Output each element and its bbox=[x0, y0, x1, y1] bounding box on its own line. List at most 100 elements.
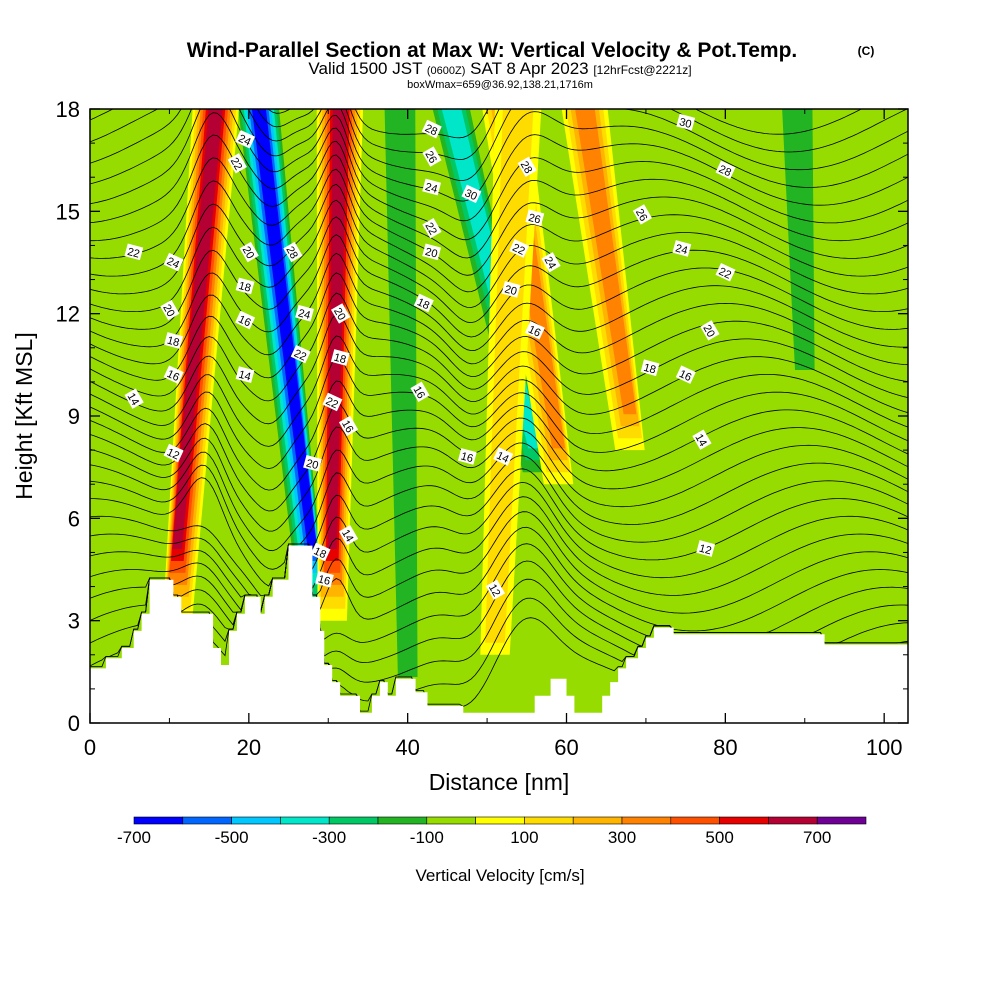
contour-label-box bbox=[422, 217, 442, 239]
colorbar-swatch bbox=[670, 816, 720, 825]
potential-temperature-contour bbox=[90, 526, 908, 632]
contour-label: 20 bbox=[303, 454, 322, 472]
colorbar-swatch bbox=[621, 816, 672, 825]
colorbar-swatch bbox=[280, 816, 330, 825]
contour-label: 16 bbox=[163, 365, 184, 384]
contour-label: 12 bbox=[485, 579, 506, 600]
contour-label-box bbox=[239, 241, 259, 263]
potential-temperature-contour bbox=[90, 543, 908, 643]
plot-area: 24 22 22 24 20 18 16 20 18 16 14 14 12 28 24 22 20 18 22 16… bbox=[90, 109, 908, 723]
potential-temperature-contour bbox=[90, 112, 908, 241]
colorbar-tick-label: -100 bbox=[410, 828, 444, 847]
potential-temperature-contour bbox=[90, 134, 908, 259]
contour-label-text: 16 bbox=[236, 313, 252, 329]
potential-temperature-contour bbox=[90, 481, 908, 597]
contour-label-box bbox=[163, 443, 184, 463]
contour-label-text: 14 bbox=[692, 432, 709, 449]
contour-label: 14 bbox=[124, 388, 144, 409]
potential-temperature-contour bbox=[90, 357, 908, 470]
contour-label: 20 bbox=[422, 243, 442, 261]
contour-label: 20 bbox=[331, 303, 351, 324]
contour-label-box bbox=[160, 299, 180, 321]
contour-label-box bbox=[541, 252, 561, 273]
contour-label-box bbox=[696, 540, 716, 557]
contour-label: 22 bbox=[290, 344, 311, 364]
x-tick-label: 100 bbox=[866, 735, 903, 760]
y-tick-label: 3 bbox=[68, 609, 80, 634]
x-axis: 0 20 40 60 80 100 bbox=[84, 109, 903, 760]
contour-label-box bbox=[310, 542, 331, 562]
downdraft-band-level bbox=[782, 109, 815, 370]
y-axis: 0 3 6 9 12 15 18 bbox=[56, 97, 908, 736]
box-wmax-info: boxWmax=659@36.92,138.21,1716m bbox=[407, 79, 593, 91]
colorbar-swatch bbox=[231, 816, 281, 825]
contour-label-box bbox=[410, 381, 430, 403]
contour-label-text: 12 bbox=[698, 543, 713, 558]
contour-label-text: 18 bbox=[312, 545, 328, 561]
colorbar-swatch bbox=[524, 816, 574, 825]
contour-label-text: 20 bbox=[160, 302, 177, 319]
contour-label-box bbox=[315, 570, 334, 588]
contour-label-box bbox=[421, 119, 442, 139]
contour-label-text: 16 bbox=[339, 418, 356, 435]
contour-label-text: 16 bbox=[677, 368, 693, 384]
contour-label-text: 12 bbox=[165, 446, 181, 462]
contour-label-box bbox=[517, 156, 537, 177]
contour-label: 24 bbox=[235, 129, 256, 149]
contour-label-box bbox=[525, 209, 545, 227]
potential-temperature-contour bbox=[90, 234, 908, 352]
x-tick-label: 20 bbox=[237, 735, 261, 760]
contour-label-box bbox=[331, 303, 351, 324]
contour-label-text: 20 bbox=[503, 283, 518, 298]
contour-label-text: 30 bbox=[678, 116, 693, 131]
contour-label-box bbox=[700, 320, 720, 341]
contour-label: 14 bbox=[235, 366, 255, 383]
contour-label-box bbox=[640, 359, 660, 377]
contour-label-text: 26 bbox=[422, 149, 439, 166]
contour-label: 14 bbox=[493, 447, 514, 466]
terrain-mask bbox=[90, 545, 908, 723]
colorbar-title: Vertical Velocity [cm/s] bbox=[415, 866, 584, 885]
forecast-info: [12hrFcst@2221z] bbox=[593, 63, 691, 77]
potential-temperature-contour bbox=[90, 109, 908, 181]
contour-label-box bbox=[461, 184, 482, 204]
copyright-mark: (C) bbox=[858, 44, 875, 58]
contour-label-box bbox=[422, 146, 442, 167]
contour-label: 22 bbox=[422, 217, 442, 239]
potential-temperature-contour bbox=[90, 183, 908, 308]
contour-label: 16 bbox=[315, 570, 334, 588]
contour-label-text: 22 bbox=[717, 266, 733, 282]
contour-label: 28 bbox=[283, 241, 303, 263]
updraft-band-level bbox=[575, 109, 637, 415]
colorbar-tick-labels: -700 -500 -300 -100 100 300 500 700 bbox=[117, 828, 831, 847]
y-axis-label: Height [Kft MSL] bbox=[11, 332, 37, 499]
potential-temperature-contour bbox=[90, 468, 908, 587]
contour-label: 26 bbox=[632, 204, 653, 225]
potential-temperature-contour bbox=[90, 168, 908, 293]
potential-temperature-contour bbox=[90, 252, 908, 366]
contour-label-box bbox=[715, 262, 736, 282]
contour-label-text: 30 bbox=[463, 187, 479, 203]
contour-label-box bbox=[524, 320, 545, 340]
colorbar bbox=[133, 816, 867, 825]
contour-label: 16 bbox=[410, 381, 430, 403]
contour-label-box bbox=[283, 241, 303, 263]
contour-label-box bbox=[235, 129, 256, 149]
contour-label-text: 24 bbox=[236, 133, 252, 149]
y-tick-label: 6 bbox=[68, 506, 80, 531]
y-tick-label: 18 bbox=[56, 97, 80, 122]
contour-label: 18 bbox=[235, 277, 255, 295]
contour-label: 20 bbox=[501, 280, 521, 298]
x-tick-label: 80 bbox=[713, 735, 737, 760]
contour-label-text: 16 bbox=[459, 450, 474, 465]
colorbar-tick-label: 500 bbox=[705, 828, 733, 847]
contour-label-text: 16 bbox=[526, 324, 542, 340]
y-tick-label: 15 bbox=[56, 199, 80, 224]
contour-label: 22 bbox=[715, 262, 736, 282]
chart-subtitle: Valid 1500 JST (0600Z) SAT 8 Apr 2023 [1… bbox=[308, 59, 691, 78]
contour-label-box bbox=[413, 293, 434, 313]
contour-label: 16 bbox=[235, 310, 256, 329]
potential-temperature-contour bbox=[90, 216, 908, 338]
colorbar-tick-label: 700 bbox=[803, 828, 831, 847]
